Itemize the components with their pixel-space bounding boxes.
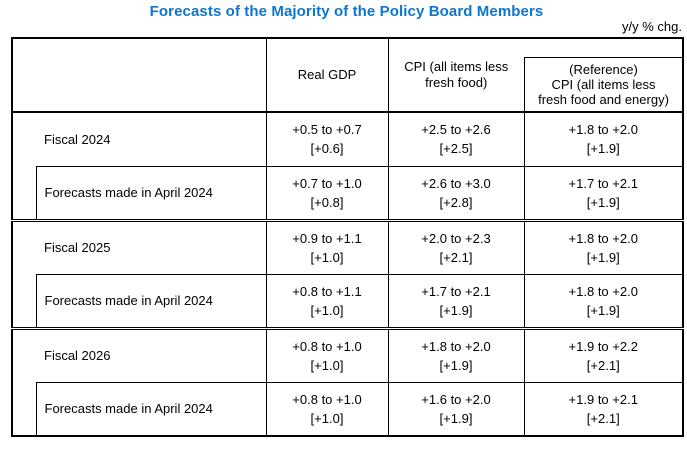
col-header-cpi-reference-cell: (Reference) CPI (all items less fresh fo…: [524, 38, 683, 113]
header-row: Real GDP CPI (all items less fresh food)…: [12, 38, 683, 113]
range-value: +1.6 to +2.0: [421, 391, 491, 407]
gdp-value-cell: +0.5 to +0.7 [+0.6]: [265, 112, 388, 166]
row-label-april-forecast: Forecasts made in April 2024: [35, 381, 266, 436]
median-value: [+0.8]: [310, 194, 344, 210]
table-row: Fiscal 2024 +0.5 to +0.7 [+0.6] +2.5 to …: [12, 112, 683, 166]
median-value: [+1.9]: [586, 249, 620, 265]
cpi-ref-value-cell: +1.8 to +2.0 [+1.9]: [523, 273, 683, 330]
median-value: [+1.0]: [310, 249, 344, 265]
range-value: +1.8 to +2.0: [568, 283, 638, 299]
range-value: +1.8 to +2.0: [568, 230, 638, 246]
median-value: [+1.9]: [586, 141, 620, 157]
col-header-blank: [12, 38, 267, 113]
gdp-value-cell: +0.8 to +1.1 [+1.0]: [265, 273, 388, 330]
table-row: Forecasts made in April 2024 +0.7 to +1.…: [12, 165, 683, 222]
range-value: +1.9 to +2.1: [568, 391, 638, 407]
cpi-value-cell: +2.0 to +2.3 [+2.1]: [387, 220, 524, 274]
col-header-cpi-reference: (Reference) CPI (all items less fresh fo…: [524, 57, 682, 111]
cpi-ref-value-cell: +1.9 to +2.1 [+2.1]: [523, 381, 683, 436]
cpi-value-cell: +2.6 to +3.0 [+2.8]: [387, 165, 524, 222]
range-value: +2.6 to +3.0: [421, 175, 491, 191]
col-header-real-gdp: Real GDP: [265, 38, 389, 113]
row-label-fiscal-2026: Fiscal 2026: [44, 348, 111, 363]
col-header-cpi: CPI (all items less fresh food): [388, 38, 524, 113]
range-value: +0.7 to +1.0: [292, 175, 362, 191]
cpi-ref-value-cell: +1.8 to +2.0 [+1.9]: [523, 112, 683, 166]
gdp-value-cell: +0.7 to +1.0 [+0.8]: [265, 165, 388, 222]
median-value: [+2.1]: [586, 410, 620, 426]
table-row: Forecasts made in April 2024 +0.8 to +1.…: [12, 273, 683, 330]
median-value: [+1.9]: [439, 410, 473, 426]
median-value: [+1.9]: [586, 302, 620, 318]
range-value: +1.7 to +2.1: [421, 283, 491, 299]
range-value: +2.0 to +2.3: [421, 230, 491, 246]
median-value: [+2.1]: [586, 357, 620, 373]
range-value: +0.8 to +1.1: [292, 283, 362, 299]
row-label-april-forecast: Forecasts made in April 2024: [35, 165, 266, 222]
range-value: +0.8 to +1.0: [292, 338, 362, 354]
table-row: Forecasts made in April 2024 +0.8 to +1.…: [12, 381, 683, 436]
indent-strip: [12, 166, 36, 222]
cpi-value-cell: +1.8 to +2.0 [+1.9]: [387, 328, 524, 382]
cpi-ref-value-cell: +1.7 to +2.1 [+1.9]: [523, 165, 683, 222]
table-row: Fiscal 2026 +0.8 to +1.0 [+1.0] +1.8 to …: [12, 328, 683, 382]
cpi-ref-value-cell: +1.9 to +2.2 [+2.1]: [523, 328, 683, 382]
cpi-value-cell: +1.7 to +2.1 [+1.9]: [387, 273, 524, 330]
forecast-table: Real GDP CPI (all items less fresh food)…: [11, 37, 684, 437]
median-value: [+1.0]: [310, 302, 344, 318]
median-value: [+1.9]: [439, 302, 473, 318]
table-row: Fiscal 2025 +0.9 to +1.1 [+1.0] +2.0 to …: [12, 220, 683, 274]
median-value: [+1.9]: [586, 194, 620, 210]
range-value: +0.5 to +0.7: [292, 122, 362, 138]
gdp-value-cell: +0.8 to +1.0 [+1.0]: [265, 328, 388, 382]
row-label-fiscal-2025: Fiscal 2025: [44, 240, 111, 255]
row-label-fiscal-2024: Fiscal 2024: [44, 131, 111, 147]
cpi-value-cell: +2.5 to +2.6 [+2.5]: [387, 112, 524, 166]
range-value: +2.5 to +2.6: [421, 122, 491, 138]
median-value: [+1.0]: [310, 357, 344, 373]
page-title: Forecasts of the Majority of the Policy …: [149, 3, 544, 20]
median-value: [+1.9]: [439, 357, 473, 373]
gdp-value-cell: +0.9 to +1.1 [+1.0]: [265, 220, 388, 274]
range-value: +1.9 to +2.2: [568, 338, 638, 354]
median-value: [+0.6]: [310, 141, 344, 157]
median-value: [+2.5]: [439, 141, 473, 157]
median-value: [+2.8]: [439, 194, 473, 210]
range-value: +0.8 to +1.0: [292, 391, 362, 407]
median-value: [+1.0]: [310, 410, 344, 426]
cpi-ref-value-cell: +1.8 to +2.0 [+1.9]: [523, 220, 683, 274]
indent-strip: [12, 382, 36, 436]
range-value: +1.7 to +2.1: [568, 175, 638, 191]
range-value: +0.9 to +1.1: [292, 230, 362, 246]
row-label-april-forecast: Forecasts made in April 2024: [35, 273, 266, 330]
median-value: [+2.1]: [439, 249, 473, 265]
indent-strip: [12, 274, 36, 330]
unit-note: y/y % chg.: [622, 19, 682, 34]
gdp-value-cell: +0.8 to +1.0 [+1.0]: [265, 381, 388, 436]
cpi-value-cell: +1.6 to +2.0 [+1.9]: [387, 381, 524, 436]
range-value: +1.8 to +2.0: [568, 122, 638, 138]
range-value: +1.8 to +2.0: [421, 338, 491, 354]
